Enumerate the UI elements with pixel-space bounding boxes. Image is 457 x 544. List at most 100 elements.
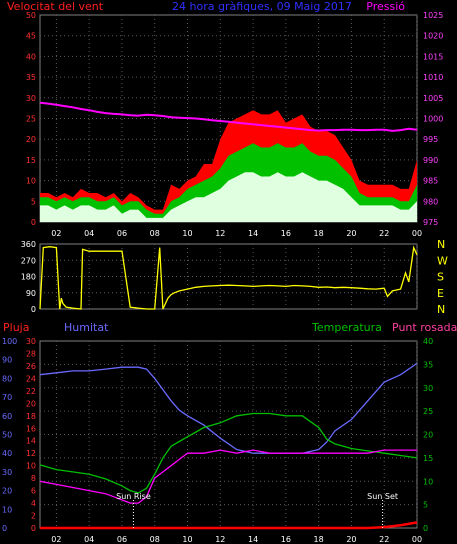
pressure-tick-label: 1015: [423, 52, 443, 61]
wind-tick-label: 5: [31, 197, 36, 206]
humidity-tick-label: 60: [2, 412, 12, 421]
wind-tick-label: 30: [26, 94, 36, 103]
temperature-tick-label: 40: [423, 337, 433, 346]
wind-tick-label: 50: [26, 11, 36, 20]
humidity-tick-label: 70: [2, 393, 12, 402]
wind-tick-label: 10: [26, 177, 36, 186]
x-tick-label: 00: [412, 535, 422, 544]
x-tick-label: 02: [51, 229, 61, 238]
x-tick-label: 02: [51, 535, 61, 544]
temperature-tick-label: 0: [423, 524, 428, 533]
wind-tick-label: 15: [26, 156, 36, 165]
pressure-tick-label: 1020: [423, 32, 443, 41]
x-tick-label: 04: [84, 229, 94, 238]
compass-label: W: [437, 254, 448, 267]
chart-title: 24 hora gràfiques, 09 Maig 2017: [172, 0, 352, 13]
sun-annotation: Sun Set: [367, 492, 398, 501]
compass-label: S: [437, 271, 444, 284]
x-tick-label: 18: [314, 229, 324, 238]
rain-tick-label: 0: [31, 524, 36, 533]
direction-tick-label: 270: [21, 256, 36, 265]
temperature-tick-label: 10: [423, 477, 433, 486]
temperature-tick-label: 5: [423, 501, 428, 510]
x-tick-label: 18: [314, 535, 324, 544]
wind-tick-label: 35: [26, 73, 36, 82]
x-tick-label: 08: [150, 229, 160, 238]
x-tick-label: 16: [281, 535, 291, 544]
rain-tick-label: 8: [31, 474, 36, 483]
pressure-tick-label: 980: [423, 197, 438, 206]
x-tick-label: 16: [281, 229, 291, 238]
wind-tick-label: 45: [26, 32, 36, 41]
humidity-tick-label: 10: [2, 505, 12, 514]
wind-tick-label: 0: [31, 218, 36, 227]
dewpoint-label: Punt rosada: [392, 321, 457, 334]
pressure-tick-label: 985: [423, 177, 438, 186]
pressure-tick-label: 1025: [423, 11, 443, 20]
rain-label: Pluja: [3, 321, 29, 334]
rain-tick-label: 28: [26, 349, 36, 358]
temperature-tick-label: 35: [423, 360, 433, 369]
rain-tick-label: 2: [31, 512, 36, 521]
x-tick-label: 12: [215, 535, 225, 544]
x-tick-label: 14: [248, 229, 258, 238]
x-tick-label: 22: [379, 535, 389, 544]
x-tick-label: 06: [117, 229, 127, 238]
wind-tick-label: 20: [26, 135, 36, 144]
rain-tick-label: 20: [26, 399, 36, 408]
direction-tick-label: 360: [21, 240, 36, 249]
pressure-tick-label: 990: [423, 156, 438, 165]
compass-label: E: [437, 287, 444, 300]
humidity-line: [39, 362, 418, 454]
pressure-line: [39, 101, 418, 132]
rain-tick-label: 6: [31, 487, 36, 496]
dewpoint-line: [39, 449, 417, 504]
rain-tick-label: 22: [26, 387, 36, 396]
x-tick-label: 00: [412, 229, 422, 238]
rain-tick-label: 30: [26, 337, 36, 346]
humidity-tick-label: 100: [2, 337, 17, 346]
temperature-tick-label: 25: [423, 407, 433, 416]
wind-direction-line: [39, 245, 418, 310]
rain-tick-label: 18: [26, 412, 36, 421]
rain-tick-label: 14: [26, 437, 36, 446]
x-tick-label: 22: [379, 229, 389, 238]
rain-tick-label: 16: [26, 424, 36, 433]
x-tick-label: 08: [150, 535, 160, 544]
humidity-tick-label: 0: [2, 524, 7, 533]
wind-min-area: [40, 172, 417, 222]
rain-tick-label: 10: [26, 462, 36, 471]
temperature-tick-label: 15: [423, 454, 433, 463]
wind-tick-label: 25: [26, 115, 36, 124]
rain-line: [40, 521, 418, 530]
rain-tick-label: 24: [26, 374, 36, 383]
x-tick-label: 04: [84, 535, 94, 544]
direction-tick-label: 90: [26, 289, 36, 298]
humidity-tick-label: 50: [2, 431, 12, 440]
humidity-tick-label: 30: [2, 468, 12, 477]
x-tick-label: 14: [248, 535, 258, 544]
temperature-tick-label: 30: [423, 384, 433, 393]
humidity-label: Humitat: [64, 321, 109, 334]
pressure-label: Pressió: [366, 0, 405, 13]
rain-tick-label: 4: [31, 499, 36, 508]
temperature-tick-label: 20: [423, 431, 433, 440]
temperature-line: [39, 412, 418, 494]
x-tick-label: 20: [346, 229, 356, 238]
x-tick-label: 10: [182, 535, 192, 544]
direction-tick-label: 180: [21, 273, 36, 282]
compass-label: N: [437, 238, 445, 251]
humidity-tick-label: 20: [2, 487, 12, 496]
rain-tick-label: 26: [26, 362, 36, 371]
humidity-tick-label: 90: [2, 356, 12, 365]
sun-annotation: Sun Rise: [116, 492, 151, 501]
pressure-tick-label: 975: [423, 218, 438, 227]
pressure-tick-label: 995: [423, 135, 438, 144]
pressure-tick-label: 1000: [423, 115, 443, 124]
x-tick-label: 10: [182, 229, 192, 238]
temperature-label: Temperatura: [311, 321, 382, 334]
wind-speed-label: Velocitat del vent: [7, 0, 104, 13]
humidity-tick-label: 80: [2, 374, 12, 383]
